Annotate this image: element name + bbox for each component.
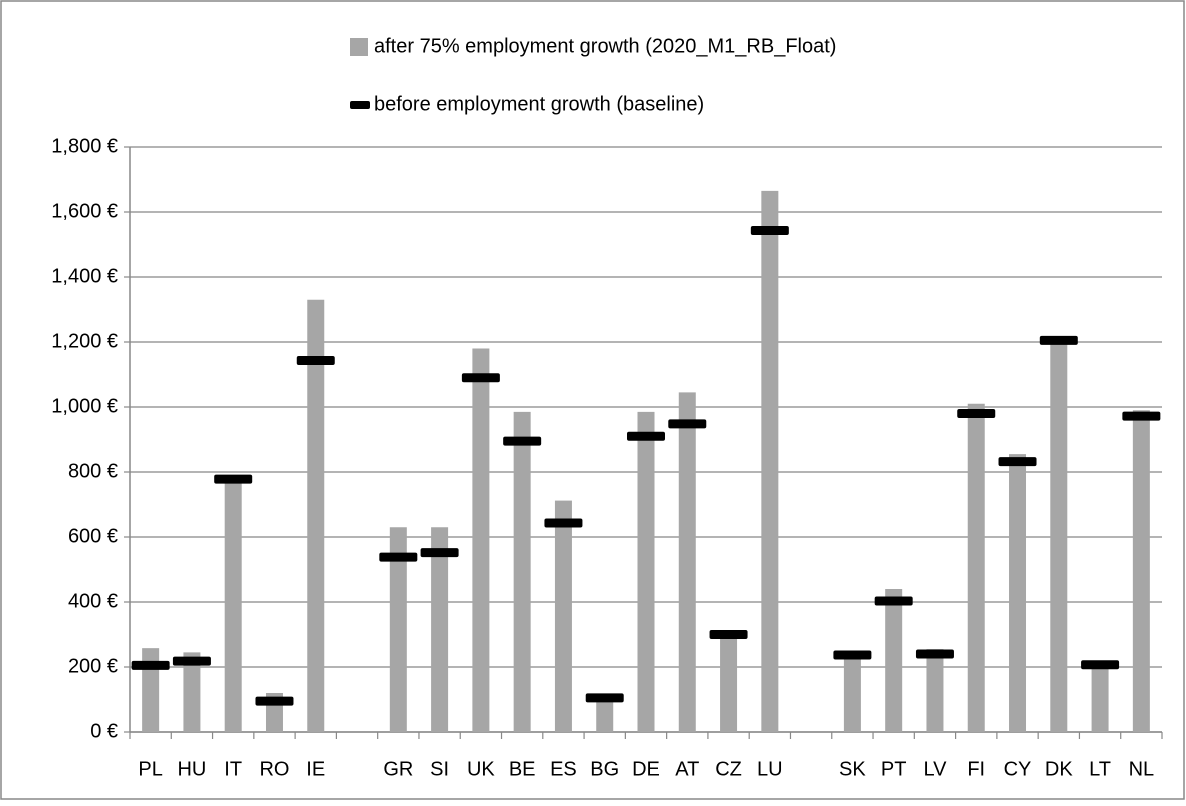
legend-swatch — [350, 38, 368, 56]
bar — [224, 478, 242, 732]
bar — [637, 411, 655, 732]
baseline-marker — [420, 548, 459, 558]
y-tick-label: 1,200 € — [51, 330, 118, 352]
y-tick-label: 0 € — [90, 720, 118, 742]
baseline-marker — [668, 419, 707, 429]
bar — [720, 634, 738, 732]
bar — [307, 299, 325, 732]
baseline-marker — [1039, 335, 1078, 345]
bar — [885, 589, 903, 732]
baseline-marker — [379, 552, 418, 562]
baseline-marker — [709, 630, 748, 639]
baseline-marker — [1081, 660, 1120, 670]
y-tick-label: 1,800 € — [51, 135, 118, 157]
y-tick-label: 1,400 € — [51, 265, 118, 287]
x-tick-label: ES — [550, 758, 577, 780]
bar — [596, 697, 614, 732]
baseline-marker — [957, 409, 996, 418]
x-tick-label: SI — [430, 758, 449, 780]
bar — [431, 527, 449, 732]
x-tick-label: FI — [967, 758, 985, 780]
y-tick-label: 800 € — [68, 460, 118, 482]
bar — [142, 648, 160, 732]
x-tick-label: IE — [306, 758, 325, 780]
x-tick-label: UK — [467, 758, 495, 780]
x-tick-label: GR — [383, 758, 413, 780]
legend-swatch — [350, 101, 370, 109]
baseline-marker — [461, 373, 500, 383]
bar — [183, 652, 201, 732]
bar — [513, 411, 531, 732]
x-tick-label: AT — [675, 758, 699, 780]
x-tick-label: CY — [1004, 758, 1032, 780]
x-tick-label: BE — [509, 758, 536, 780]
bar — [678, 392, 696, 732]
x-tick-label: BG — [590, 758, 619, 780]
baseline-marker — [214, 474, 253, 484]
baseline-marker — [172, 656, 211, 666]
x-tick-label: PT — [881, 758, 907, 780]
x-tick-label: CZ — [715, 758, 742, 780]
baseline-marker — [585, 693, 624, 703]
x-tick-label: SK — [839, 758, 866, 780]
baseline-marker — [627, 431, 665, 441]
x-tick-label: IT — [224, 758, 242, 780]
x-tick-label: LV — [923, 758, 947, 780]
y-tick-label: 400 € — [68, 590, 118, 612]
legend-label: after 75% employment growth (2020_M1_RB_… — [374, 35, 836, 57]
bar — [761, 190, 779, 732]
bar — [472, 348, 490, 732]
baseline-marker — [544, 518, 583, 528]
baseline-marker — [296, 356, 335, 366]
x-tick-label: RO — [259, 758, 289, 780]
baseline-marker — [998, 457, 1037, 467]
bar — [1132, 410, 1150, 732]
bar — [1091, 665, 1109, 732]
bar — [554, 500, 572, 732]
x-tick-label: LT — [1089, 758, 1111, 780]
legend-label: before employment growth (baseline) — [374, 93, 704, 115]
baseline-marker — [833, 650, 872, 660]
x-tick-label: NL — [1129, 758, 1155, 780]
baseline-marker — [131, 660, 170, 670]
bar — [967, 403, 985, 732]
baseline-marker — [1122, 411, 1161, 421]
bar — [843, 657, 861, 732]
baseline-marker — [874, 596, 913, 606]
x-tick-label: PL — [138, 758, 162, 780]
baseline-marker — [255, 696, 294, 706]
y-tick-label: 1,000 € — [51, 395, 118, 417]
y-tick-label: 1,600 € — [51, 200, 118, 222]
x-tick-label: LU — [757, 758, 783, 780]
x-tick-label: DK — [1045, 758, 1073, 780]
bar — [926, 649, 944, 732]
y-tick-label: 600 € — [68, 525, 118, 547]
baseline-marker — [503, 436, 542, 446]
baseline-marker — [915, 649, 954, 659]
bar — [1050, 340, 1068, 732]
baseline-marker — [750, 226, 789, 236]
bar — [1009, 454, 1027, 732]
y-tick-label: 200 € — [68, 655, 118, 677]
x-tick-label: DE — [632, 758, 660, 780]
x-tick-label: HU — [177, 758, 206, 780]
bar — [389, 527, 407, 732]
